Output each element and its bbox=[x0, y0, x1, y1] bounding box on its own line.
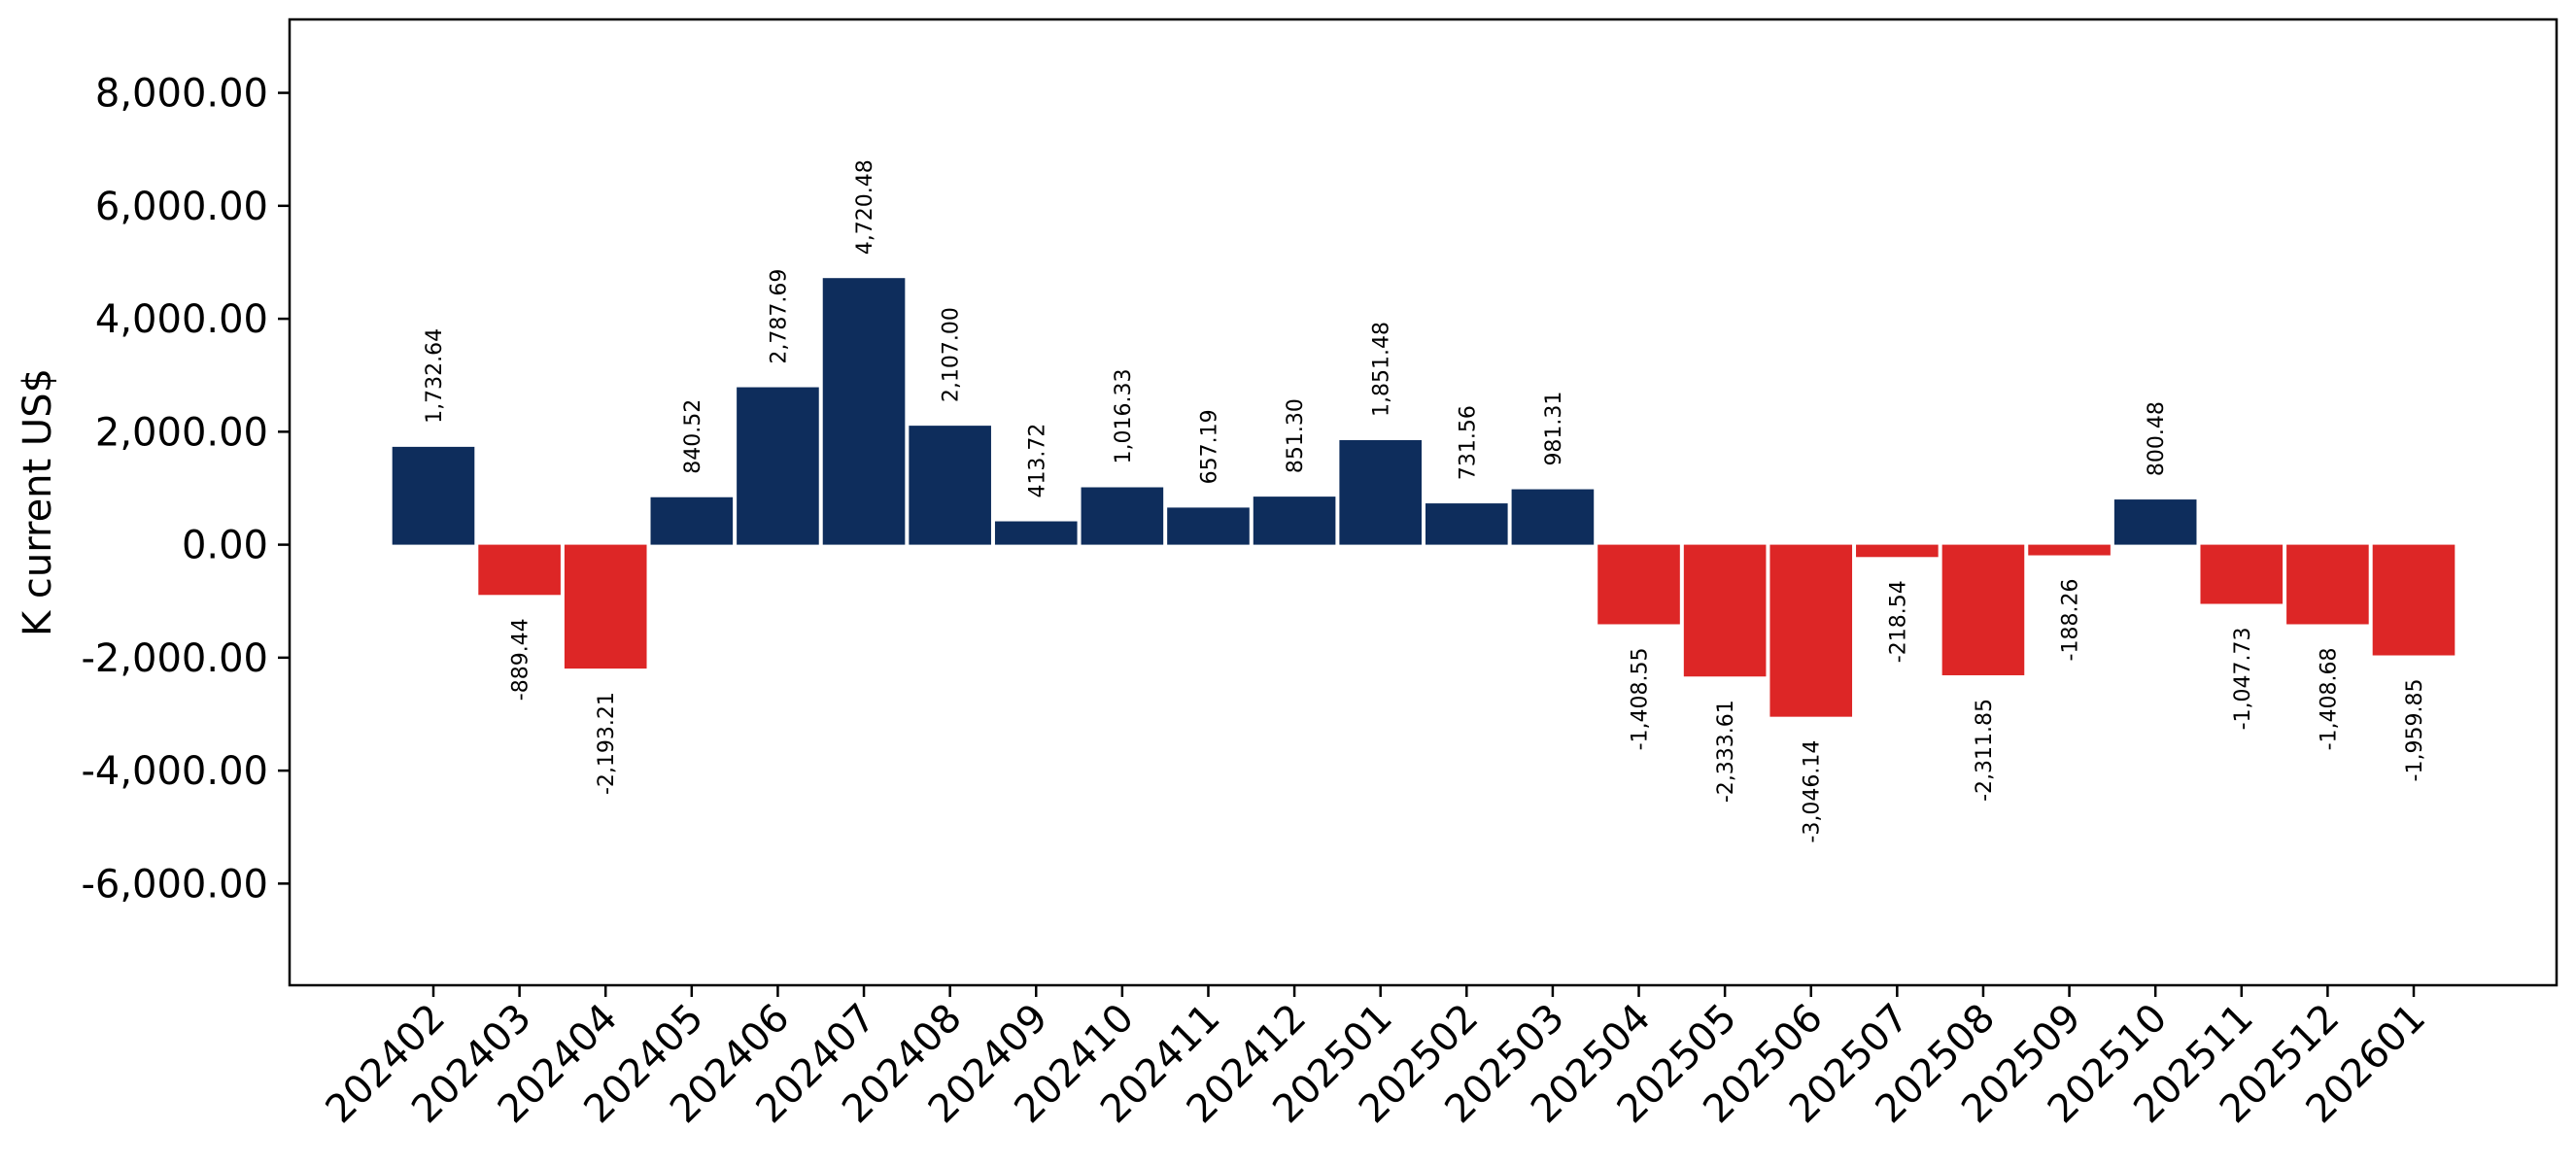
data-label-202406: 2,787.69 bbox=[767, 269, 791, 364]
bar-202408 bbox=[909, 426, 991, 545]
x-axis: 2024022024032024042024052024062024072024… bbox=[318, 985, 2434, 1132]
data-label-202408: 2,107.00 bbox=[940, 307, 964, 402]
data-labels-group: 1,732.64 -889.44 -2,193.21 840.52 2,787.69 4,… bbox=[423, 159, 2427, 842]
data-label-202409: 413.72 bbox=[1025, 424, 1049, 498]
bar-202412 bbox=[1253, 497, 1336, 545]
bar-202407 bbox=[822, 278, 906, 545]
y-tick-label: 4,000.00 bbox=[95, 297, 268, 342]
data-label-202507: -218.54 bbox=[1886, 580, 1910, 663]
bar-202503 bbox=[1511, 489, 1595, 545]
bar-202504 bbox=[1597, 544, 1680, 625]
data-label-202403: -889.44 bbox=[509, 618, 533, 701]
data-label-202411: 657.19 bbox=[1197, 409, 1221, 484]
data-label-202504: -1,408.55 bbox=[1629, 647, 1653, 750]
bar-202601 bbox=[2372, 544, 2456, 656]
plot-area-frame bbox=[288, 17, 2559, 987]
data-label-202505: -2,333.61 bbox=[1714, 700, 1738, 803]
y-tick-label: 6,000.00 bbox=[95, 185, 268, 229]
y-tick-label: -2,000.00 bbox=[81, 636, 268, 681]
data-label-202404: -2,193.21 bbox=[595, 692, 619, 795]
y-tick-label: -4,000.00 bbox=[81, 749, 268, 794]
bar-202506 bbox=[1769, 544, 1853, 717]
bar-202511 bbox=[2200, 544, 2284, 604]
bars-group bbox=[392, 278, 2456, 717]
bar-202512 bbox=[2286, 544, 2369, 625]
data-label-202412: 851.30 bbox=[1284, 398, 1308, 473]
bar-202402 bbox=[392, 446, 475, 545]
bar-202410 bbox=[1081, 487, 1164, 545]
y-tick-label: 0.00 bbox=[182, 524, 268, 568]
bar-202501 bbox=[1339, 439, 1422, 545]
bar-202510 bbox=[2113, 499, 2197, 545]
data-label-202506: -3,046.14 bbox=[1801, 740, 1825, 843]
bar-202507 bbox=[1856, 544, 1939, 558]
data-label-202501: 1,851.48 bbox=[1370, 322, 1394, 417]
y-tick-label: -6,000.00 bbox=[81, 862, 268, 907]
bar-202403 bbox=[478, 544, 561, 596]
data-label-202511: -1,047.73 bbox=[2231, 627, 2255, 730]
data-label-202502: 731.56 bbox=[1456, 405, 1480, 480]
y-tick-label: 8,000.00 bbox=[95, 72, 268, 117]
y-axis: -6,000.00 -4,000.00 -2,000.00 0.00 2,000.00 4… bbox=[81, 72, 290, 907]
y-tick-label: 2,000.00 bbox=[95, 410, 268, 455]
bar-202509 bbox=[2028, 544, 2111, 556]
data-label-202508: -2,311.85 bbox=[1973, 699, 1997, 802]
y-axis-title: K current US$ bbox=[16, 368, 60, 636]
data-label-202601: -1,959.85 bbox=[2403, 679, 2427, 782]
bar-202505 bbox=[1683, 544, 1767, 677]
data-label-202503: 981.31 bbox=[1542, 392, 1566, 466]
bar-202502 bbox=[1425, 503, 1508, 545]
bar-202405 bbox=[650, 497, 734, 545]
data-label-202410: 1,016.33 bbox=[1112, 369, 1136, 464]
data-label-202512: -1,408.68 bbox=[2317, 647, 2341, 750]
bar-202508 bbox=[1941, 544, 2025, 675]
data-label-202510: 800.48 bbox=[2145, 401, 2169, 476]
bar-202404 bbox=[564, 544, 647, 669]
bar-202409 bbox=[994, 521, 1078, 545]
data-label-202402: 1,732.64 bbox=[423, 328, 447, 424]
bar-202411 bbox=[1167, 507, 1250, 545]
data-label-202405: 840.52 bbox=[681, 399, 705, 474]
bar-202406 bbox=[737, 387, 819, 545]
data-label-202509: -188.26 bbox=[2059, 579, 2083, 662]
data-label-202407: 4,720.48 bbox=[853, 159, 877, 255]
